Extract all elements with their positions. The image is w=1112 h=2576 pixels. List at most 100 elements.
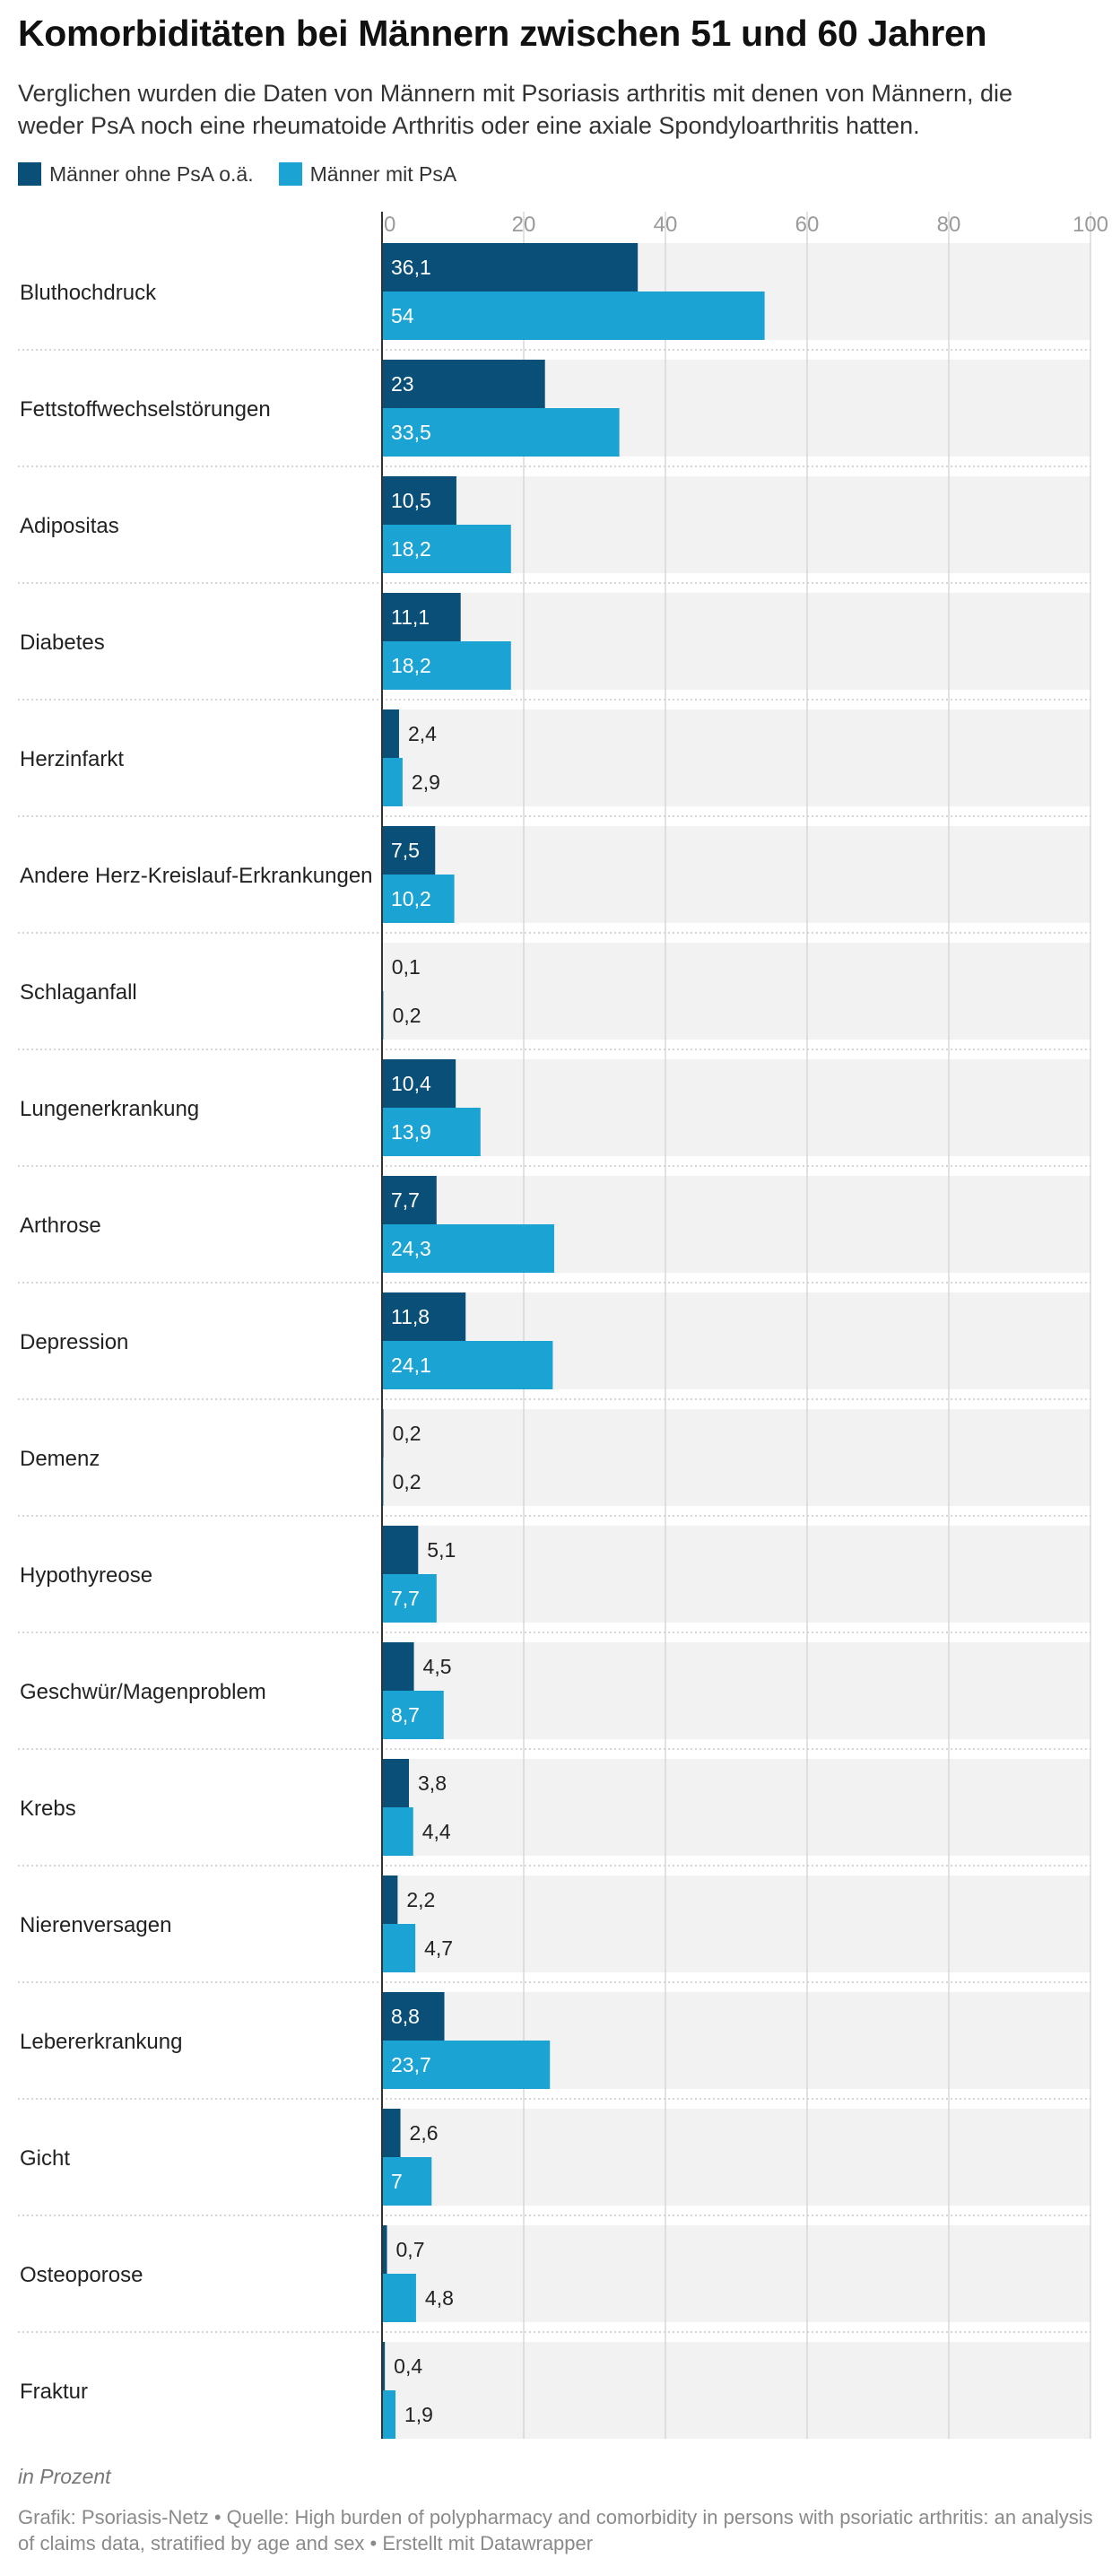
category-label: Lebererkrankung bbox=[20, 2030, 182, 2054]
bar bbox=[382, 758, 403, 806]
bar bbox=[382, 641, 511, 690]
legend-label-mit-psa: Männer mit PsA bbox=[309, 161, 457, 186]
bar bbox=[382, 408, 620, 457]
bar-value-label: 24,1 bbox=[391, 1353, 431, 1377]
bar bbox=[382, 1875, 398, 1924]
category-label: Herzinfarkt bbox=[20, 747, 124, 771]
bar-value-label: 10,2 bbox=[391, 887, 431, 910]
x-tick-label: 0 bbox=[384, 213, 395, 237]
x-tick-label: 40 bbox=[654, 213, 678, 237]
bar bbox=[382, 1224, 554, 1273]
category-label: Hypothyreose bbox=[20, 1563, 152, 1588]
bar-value-label: 2,2 bbox=[406, 1888, 435, 1911]
category-label: Diabetes bbox=[20, 631, 105, 655]
bar bbox=[382, 1341, 553, 1389]
legend-item-mit-psa: Männer mit PsA bbox=[278, 161, 457, 187]
bar bbox=[382, 1059, 456, 1108]
chart-footer: Grafik: Psoriasis-Netz • Quelle: High bu… bbox=[18, 2506, 1093, 2554]
bar bbox=[382, 1807, 413, 1856]
bar-value-label: 24,3 bbox=[391, 1237, 431, 1260]
bar bbox=[382, 1642, 414, 1691]
x-tick-label: 80 bbox=[937, 213, 961, 237]
category-label: Depression bbox=[20, 1330, 128, 1354]
bar bbox=[382, 476, 456, 525]
bar bbox=[382, 1992, 445, 2041]
x-tick-label: 60 bbox=[795, 213, 820, 237]
bar-chart: 0 20 40 60 80 100 Bluthochdruck 36,1 54 Fettstoff… bbox=[18, 212, 1108, 2439]
bar bbox=[382, 709, 399, 758]
bar bbox=[382, 360, 545, 408]
bar-value-label: 11,1 bbox=[391, 605, 430, 629]
legend-swatch-ohne-psa bbox=[18, 162, 41, 186]
chart-title: Komorbiditäten bei Männern zwischen 51 u… bbox=[18, 13, 987, 54]
bar bbox=[382, 2342, 386, 2390]
bar-value-label: 23,7 bbox=[391, 2053, 431, 2076]
bar bbox=[382, 1176, 437, 1224]
bar bbox=[382, 292, 765, 340]
bar bbox=[382, 2225, 387, 2274]
category-label: Krebs bbox=[20, 1797, 76, 1821]
chart-notes: in Prozent bbox=[18, 2465, 111, 2488]
bar-value-label: 11,8 bbox=[391, 1305, 430, 1328]
category-label: Osteoporose bbox=[20, 2263, 143, 2287]
bar bbox=[382, 2157, 432, 2206]
bar bbox=[382, 1292, 466, 1341]
bar bbox=[382, 593, 461, 641]
bar bbox=[382, 1759, 410, 1807]
bar-value-label: 7,5 bbox=[391, 839, 420, 862]
bar-value-label: 10,4 bbox=[391, 1072, 431, 1095]
bar-value-label: 0,1 bbox=[392, 955, 421, 979]
bar-value-label: 13,9 bbox=[391, 1120, 431, 1144]
row-background bbox=[382, 1642, 1090, 1739]
bar bbox=[382, 525, 511, 573]
bar-value-label: 0,2 bbox=[393, 1422, 421, 1445]
bar-value-label: 2,9 bbox=[412, 770, 440, 794]
bar-value-label: 0,4 bbox=[394, 2354, 422, 2378]
category-label: Andere Herz-Kreislauf-Erkrankungen bbox=[20, 864, 373, 888]
x-tick-label: 20 bbox=[512, 213, 536, 237]
bar-value-label: 0,2 bbox=[393, 1470, 421, 1493]
category-label: Fraktur bbox=[20, 2380, 88, 2404]
bar-value-label: 33,5 bbox=[391, 421, 431, 444]
bar-value-label: 2,4 bbox=[408, 722, 437, 745]
bar-value-label: 4,8 bbox=[425, 2286, 454, 2310]
bar bbox=[382, 826, 436, 875]
bar-value-label: 10,5 bbox=[391, 489, 431, 512]
bar bbox=[382, 2274, 416, 2322]
bar-value-label: 18,2 bbox=[391, 654, 431, 677]
bar bbox=[382, 2109, 401, 2157]
row-background bbox=[382, 1409, 1090, 1506]
bar bbox=[382, 1691, 444, 1739]
bar-value-label: 4,5 bbox=[423, 1655, 452, 1678]
category-label: Fettstoffwechselstörungen bbox=[20, 397, 271, 422]
category-label: Demenz bbox=[20, 1447, 100, 1471]
bar-value-label: 7,7 bbox=[391, 1587, 420, 1610]
bar-value-label: 8,8 bbox=[391, 2005, 420, 2028]
bar-value-label: 7 bbox=[391, 2170, 403, 2193]
bar-value-label: 8,7 bbox=[391, 1703, 420, 1727]
bar-value-label: 1,9 bbox=[404, 2403, 433, 2426]
bar-value-label: 4,4 bbox=[422, 1820, 451, 1843]
row-background bbox=[382, 1875, 1090, 1972]
bar-value-label: 4,7 bbox=[424, 1936, 453, 1960]
row-background bbox=[382, 2109, 1090, 2206]
bar-value-label: 36,1 bbox=[391, 256, 431, 279]
row-background bbox=[382, 709, 1090, 806]
category-label: Schlaganfall bbox=[20, 980, 137, 1005]
chart-subtitle: Verglichen wurden die Daten von Männern … bbox=[18, 80, 1013, 139]
chart-legend: Männer ohne PsA o.ä. Männer mit PsA bbox=[18, 160, 482, 188]
bar-value-label: 18,2 bbox=[391, 537, 431, 561]
legend-item-ohne-psa: Männer ohne PsA o.ä. bbox=[18, 162, 254, 187]
bar bbox=[382, 1574, 437, 1623]
row-background bbox=[382, 1526, 1090, 1623]
legend-label-ohne-psa: Männer ohne PsA o.ä. bbox=[49, 161, 254, 186]
bar-value-label: 54 bbox=[391, 304, 414, 327]
category-label: Arthrose bbox=[20, 1214, 101, 1238]
bar-value-label: 0,7 bbox=[396, 2238, 425, 2261]
bar bbox=[382, 1108, 481, 1156]
category-label: Nierenversagen bbox=[20, 1913, 171, 1937]
row-background bbox=[382, 1759, 1090, 1856]
bar bbox=[382, 2390, 396, 2439]
bar bbox=[382, 875, 455, 923]
